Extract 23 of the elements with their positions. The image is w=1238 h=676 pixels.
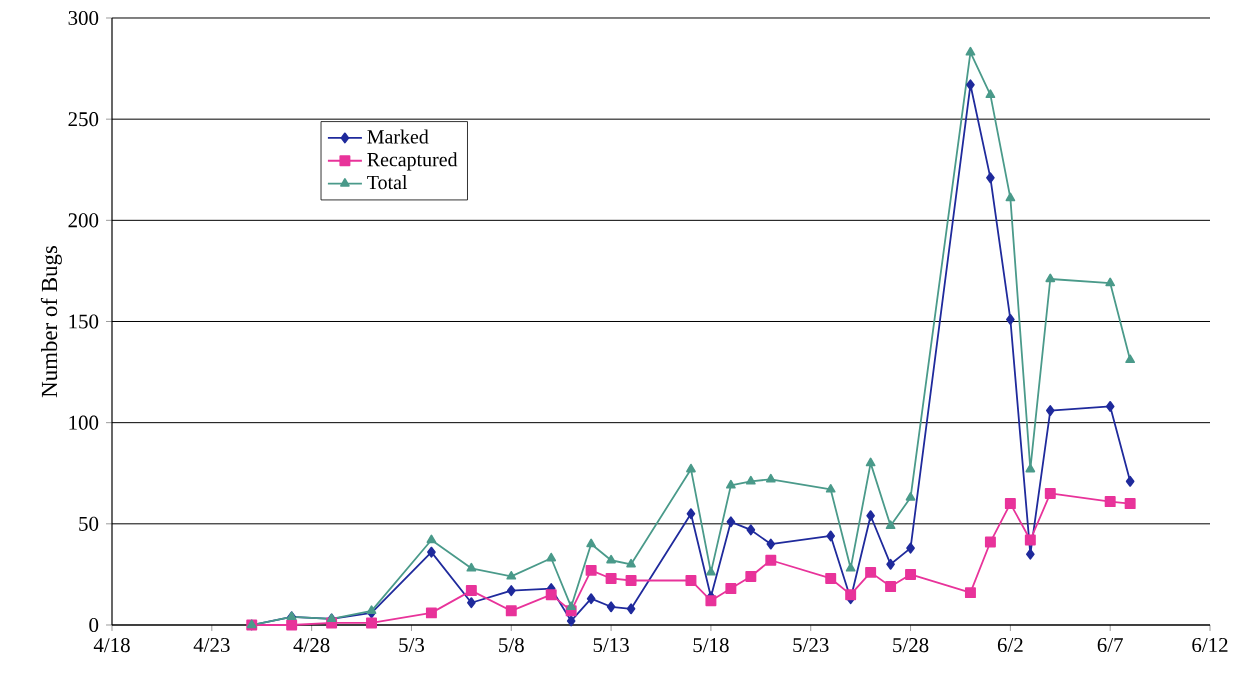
legend-label: Marked <box>367 129 429 144</box>
x-tick-label: 5/18 <box>693 638 729 653</box>
x-tick-label: 5/23 <box>793 638 829 653</box>
y-tick-label: 100 <box>69 415 99 430</box>
x-tick-label: 5/13 <box>593 638 629 653</box>
x-tick-label: 6/7 <box>1097 638 1123 653</box>
x-tick-label: 4/28 <box>293 638 330 653</box>
legend-label: Total <box>367 175 408 190</box>
x-tick-label: 5/3 <box>399 638 424 653</box>
y-tick-label: 50 <box>79 516 99 531</box>
y-tick-label: 300 <box>68 10 99 26</box>
legend-label: Recaptured <box>367 152 458 171</box>
x-tick-label: 6/2 <box>997 638 1023 653</box>
x-tick-label: 5/8 <box>499 638 524 653</box>
y-tick-label: 200 <box>68 213 99 228</box>
y-tick-label: 0 <box>89 617 99 633</box>
x-tick-label: 6/12 <box>1192 638 1228 653</box>
y-tick-label: 150 <box>69 314 99 329</box>
y-tick-label: 250 <box>68 112 99 127</box>
y-axis-title: Number of Bugs <box>40 245 62 398</box>
x-tick-label: 5/28 <box>893 638 929 653</box>
x-tick-label: 4/18 <box>93 638 130 653</box>
x-tick-label: 4/23 <box>193 638 230 653</box>
